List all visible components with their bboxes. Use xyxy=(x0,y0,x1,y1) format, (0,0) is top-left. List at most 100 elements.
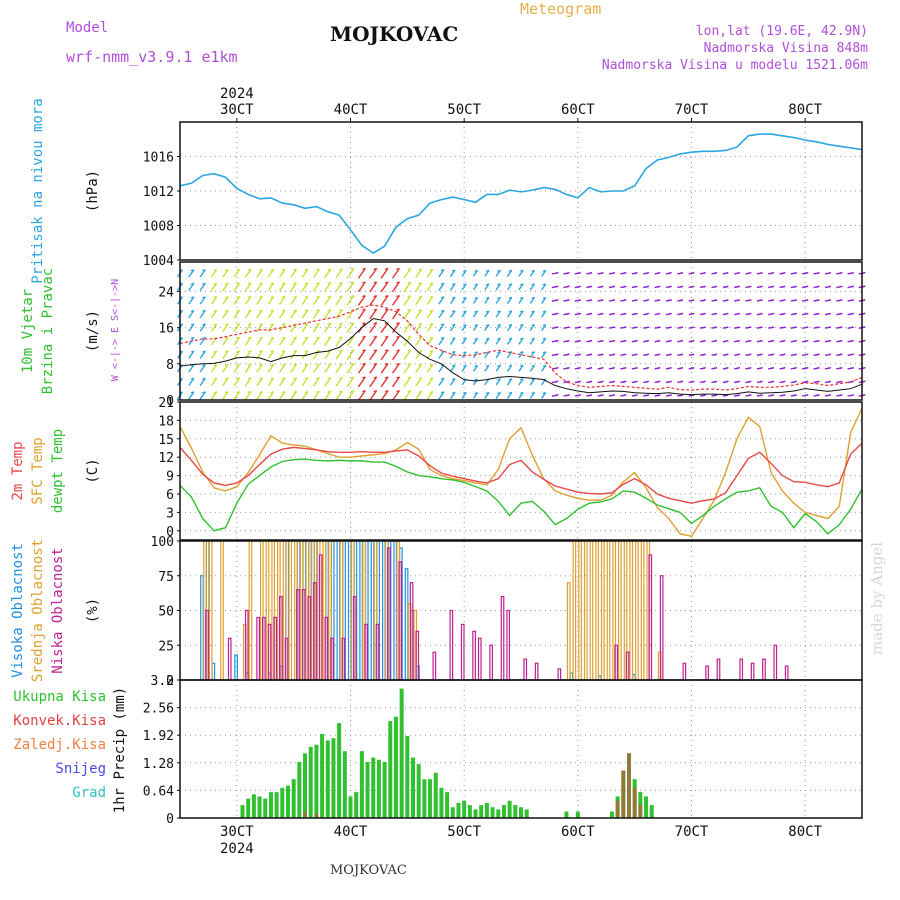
wind-arrow xyxy=(256,363,263,373)
panel-ylabel: Srednja Oblacnost xyxy=(30,539,46,682)
wind-arrow-head xyxy=(725,285,729,288)
wind-arrow xyxy=(222,350,229,359)
wind-arrow xyxy=(324,363,332,373)
wind-arrow xyxy=(391,390,400,401)
wind-arrow xyxy=(346,295,355,306)
wind-arrow-head xyxy=(748,285,752,288)
wind-arrow xyxy=(233,363,241,373)
wind-arrow xyxy=(529,378,536,386)
wind-arrow-head xyxy=(827,353,831,356)
wind-arrow-head xyxy=(713,353,718,356)
wind-arrow-head xyxy=(725,340,729,343)
wind-arrow-head xyxy=(611,380,616,383)
total-precip-bar xyxy=(564,811,569,818)
wind-arrow xyxy=(357,295,366,306)
wind-arrow xyxy=(301,391,309,400)
y-tick-label: 3 xyxy=(166,506,174,521)
low-cloud-bar xyxy=(784,665,789,681)
precip-legend-label: Zaledj.Kisa xyxy=(13,737,106,753)
wind-arrow xyxy=(426,377,434,387)
wind-arrow xyxy=(541,324,547,331)
wind-arrow-head xyxy=(440,282,445,285)
precip-legend-label: Grad xyxy=(72,785,106,801)
wind-arrow xyxy=(369,281,378,293)
wind-arrow xyxy=(278,282,286,292)
wind-arrow-head xyxy=(519,364,524,367)
wind-arrow-head xyxy=(839,326,843,329)
wind-arrow-head xyxy=(645,340,650,343)
wind-arrow-head xyxy=(679,367,684,370)
y-tick-label: 24 xyxy=(158,285,174,300)
panel-ylabel: Brzina i Pravac xyxy=(40,268,56,394)
wind-arrow-head xyxy=(600,367,604,370)
precip-legend-label: Ukupna Kisa xyxy=(13,689,106,705)
wind-arrow-head xyxy=(770,272,775,275)
wind-arrow-head xyxy=(247,295,252,299)
wind-arrow xyxy=(278,391,286,400)
wind-arrow-head xyxy=(793,299,797,302)
wind-arrow-head xyxy=(839,394,843,397)
wind-arrow-head xyxy=(362,349,366,352)
low-cloud-bar xyxy=(523,658,528,681)
wind-arrow-head xyxy=(611,312,616,315)
wind-arrow-head xyxy=(304,336,309,339)
wind-arrow xyxy=(324,282,332,292)
wind-arrow-head xyxy=(770,380,775,383)
wind-arrow-head xyxy=(281,282,286,285)
wind-arrow xyxy=(199,269,206,278)
wind-arrow-head xyxy=(407,363,411,366)
wind-arrow-head xyxy=(485,296,490,300)
wind-arrow xyxy=(233,336,241,346)
wind-arrow xyxy=(290,296,298,305)
wind-arrow xyxy=(301,350,309,360)
wind-arrow-head xyxy=(588,285,593,288)
low-cloud-bar xyxy=(472,630,476,681)
wind-arrow xyxy=(233,309,241,319)
wind-arrow-head xyxy=(281,390,286,394)
wind-arrow xyxy=(380,308,389,320)
low-cloud-bar xyxy=(705,665,709,681)
wind-arrow-head xyxy=(816,380,820,383)
wind-arrow-head xyxy=(542,283,547,286)
wind-arrow xyxy=(233,377,241,387)
wind-arrow xyxy=(415,268,423,278)
wind-arrow-head xyxy=(384,308,389,311)
wind-arrow xyxy=(244,268,252,278)
wind-arrow-head xyxy=(850,367,854,370)
wind-arrow-head xyxy=(805,339,809,343)
total-precip-bar xyxy=(303,753,308,818)
wind-arrow-head xyxy=(418,295,422,298)
wind-arrow xyxy=(335,349,343,360)
wind-arrow xyxy=(188,296,195,305)
wind-arrow-head xyxy=(668,272,672,275)
low-cloud-bar xyxy=(739,658,744,681)
wind-arrow-head xyxy=(827,367,831,370)
wind-arrow-head xyxy=(793,380,797,383)
wind-arrow-head xyxy=(850,339,854,343)
wind-arrow-head xyxy=(577,339,581,343)
wind-arrow-head xyxy=(463,351,467,354)
wind-arrow xyxy=(188,377,195,386)
wind-arrow-head xyxy=(759,394,763,397)
panel-frame xyxy=(179,401,863,541)
wind-arrow-head xyxy=(577,394,581,397)
wind-arrow xyxy=(529,297,536,304)
wind-arrow-head xyxy=(474,351,478,354)
wind-arrow xyxy=(415,390,423,401)
wind-arrow-head xyxy=(748,394,752,397)
low-cloud-bar xyxy=(227,637,232,681)
wind-arrow xyxy=(290,268,298,278)
x-tick-top: 40CT xyxy=(334,102,368,118)
wind-arrow-head xyxy=(451,323,456,326)
wind-arrow-head xyxy=(339,309,343,312)
wind-arrow-head xyxy=(816,285,820,288)
wind-arrow-head xyxy=(725,394,729,397)
wind-arrow xyxy=(256,268,263,278)
wind-arrow-head xyxy=(645,394,650,397)
wind-arrow-head xyxy=(463,283,467,286)
wind-arrow-head xyxy=(339,363,343,366)
wind-arrow-head xyxy=(679,285,684,288)
total-precip-bar xyxy=(484,802,489,818)
wind-arrow-head xyxy=(270,323,274,326)
wind-arrow-head xyxy=(259,363,263,366)
